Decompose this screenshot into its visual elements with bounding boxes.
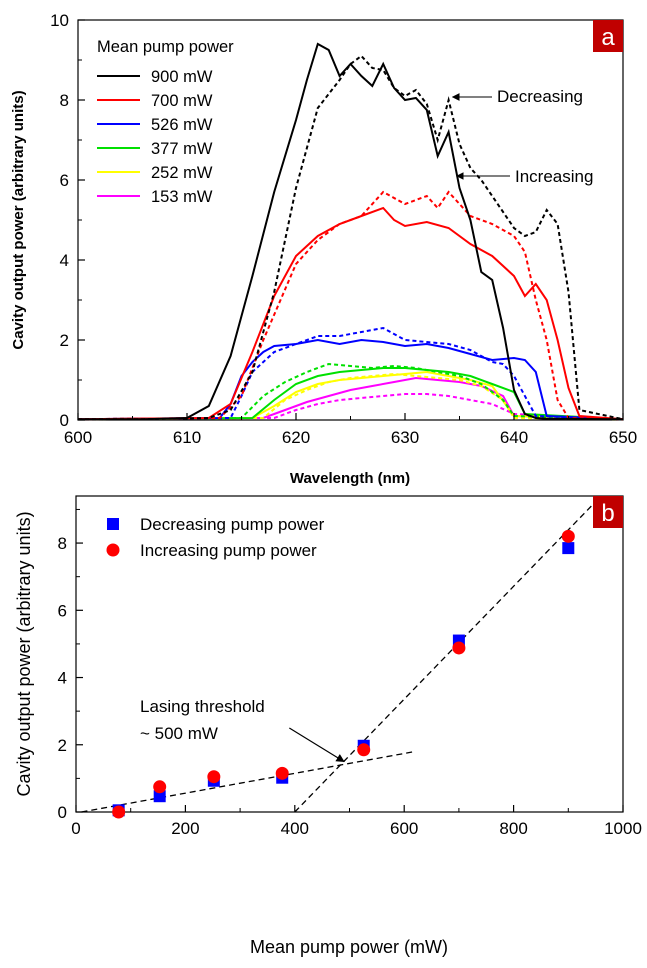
- panel-a-series-group: [77, 42, 624, 421]
- legend-label: 377 mW: [151, 140, 213, 158]
- panel-b-ylabel: Cavity output power (arbitrary units): [14, 511, 34, 796]
- legend-marker-circle: [106, 543, 120, 557]
- panel-b-xtick-label: 800: [499, 819, 527, 838]
- panel-a-xtick-label: 610: [173, 428, 201, 447]
- panel-b-label-box: [593, 496, 623, 528]
- panel-b-points: [112, 529, 575, 819]
- panel-a-xtick-label: 620: [282, 428, 310, 447]
- series-line-700-mW-decreasing: [77, 190, 624, 421]
- panel-b-xlabel: Mean pump power (mW): [250, 937, 448, 957]
- panel-a-ytick-label: 4: [60, 251, 69, 270]
- panel-a-xtick-label: 600: [64, 428, 92, 447]
- panel-b-ytick-label: 0: [58, 803, 67, 822]
- panel-b-xtick-label: 1000: [604, 819, 642, 838]
- legend-marker-square: [107, 518, 119, 530]
- panel-a-legend: Mean pump power 900 mW 700 mW 526 mW 377 mW…: [97, 38, 234, 206]
- panel-b-fit-lines: [81, 495, 602, 813]
- threshold-arrow: [289, 727, 345, 763]
- legend-label: Decreasing pump power: [140, 515, 325, 534]
- panel-a-ytick-label: 0: [60, 411, 69, 430]
- data-point-increasing: [561, 529, 575, 543]
- series-line-900-mW-increasing: [78, 42, 624, 421]
- panel-a-ticks: 600 610 620 630 640 650 0 2 4 6 8 10: [50, 11, 637, 447]
- panel-a-ytick-label: 2: [60, 331, 69, 350]
- panel-b-xtick-label: 600: [390, 819, 418, 838]
- panel-a-spectra: 600 610 620 630 640 650 0 2 4 6 8 10 a Wavelength (…: [10, 11, 637, 487]
- legend-label: 252 mW: [151, 164, 213, 182]
- fit-line: [294, 495, 602, 813]
- panel-a-ytick-label: 8: [60, 91, 69, 110]
- data-point-increasing: [357, 743, 371, 757]
- panel-b-ytick-label: 6: [58, 601, 67, 620]
- panel-a-xtick-label: 640: [500, 428, 528, 447]
- panel-a-legend-title: Mean pump power: [97, 38, 234, 56]
- panel-b-ytick-label: 2: [58, 736, 67, 755]
- series-line-526-mW-increasing: [77, 338, 624, 421]
- series-line-900-mW-decreasing: [78, 54, 624, 421]
- panel-a-ytick-label: 10: [50, 11, 69, 30]
- panel-b-xtick-label: 0: [71, 819, 80, 838]
- panel-b-annotations: Lasing threshold ~ 500 mW: [140, 697, 345, 763]
- legend-label: 700 mW: [151, 92, 213, 110]
- panel-a-xtick-label: 650: [609, 428, 637, 447]
- panel-a-label: a: [601, 24, 615, 51]
- panel-b-ytick-label: 4: [58, 669, 67, 688]
- data-point-increasing: [452, 641, 466, 655]
- panel-a-xtick-label: 630: [391, 428, 419, 447]
- annotation-increasing: Increasing: [515, 167, 593, 186]
- data-point-increasing: [207, 770, 221, 784]
- panel-b-label: b: [601, 500, 614, 527]
- series-line-377-mW-increasing: [77, 367, 624, 421]
- series-line-153-mW-decreasing: [77, 393, 624, 421]
- legend-label: 153 mW: [151, 188, 213, 206]
- annotation-decreasing: Decreasing: [497, 87, 583, 106]
- panel-a-annotations: Decreasing Increasing: [451, 87, 593, 186]
- legend-label: 900 mW: [151, 68, 213, 86]
- panel-b-legend: Decreasing pump power Increasing pump pow…: [106, 515, 325, 560]
- panel-b-ytick-label: 8: [58, 534, 67, 553]
- legend-label: 526 mW: [151, 116, 213, 134]
- series-line-700-mW-increasing: [77, 206, 624, 421]
- panel-a-xlabel: Wavelength (nm): [290, 470, 410, 487]
- annotation-threshold-1: ~ 500 mW: [140, 724, 218, 743]
- data-point-increasing: [153, 780, 167, 794]
- panel-a-ylabel: Cavity output power (arbitrary units): [10, 90, 27, 349]
- data-point-increasing: [275, 766, 289, 780]
- data-point-decreasing: [153, 790, 166, 803]
- panel-b-threshold: 0 200 400 600 800 1000 0 2 4 6 8 b Mean pump power…: [14, 495, 642, 957]
- panel-b-xtick-label: 200: [171, 819, 199, 838]
- annotation-threshold-0: Lasing threshold: [140, 697, 265, 716]
- series-line-252-mW-increasing: [77, 370, 624, 421]
- panel-a-ytick-label: 6: [60, 171, 69, 190]
- panel-b-ticks: 0 200 400 600 800 1000 0 2 4 6 8: [58, 508, 642, 838]
- fit-line: [81, 750, 416, 813]
- panel-b-xtick-label: 400: [281, 819, 309, 838]
- panel-a-label-box: [593, 20, 623, 52]
- data-point-decreasing: [562, 542, 575, 555]
- data-point-increasing: [112, 805, 126, 819]
- legend-label: Increasing pump power: [140, 541, 317, 560]
